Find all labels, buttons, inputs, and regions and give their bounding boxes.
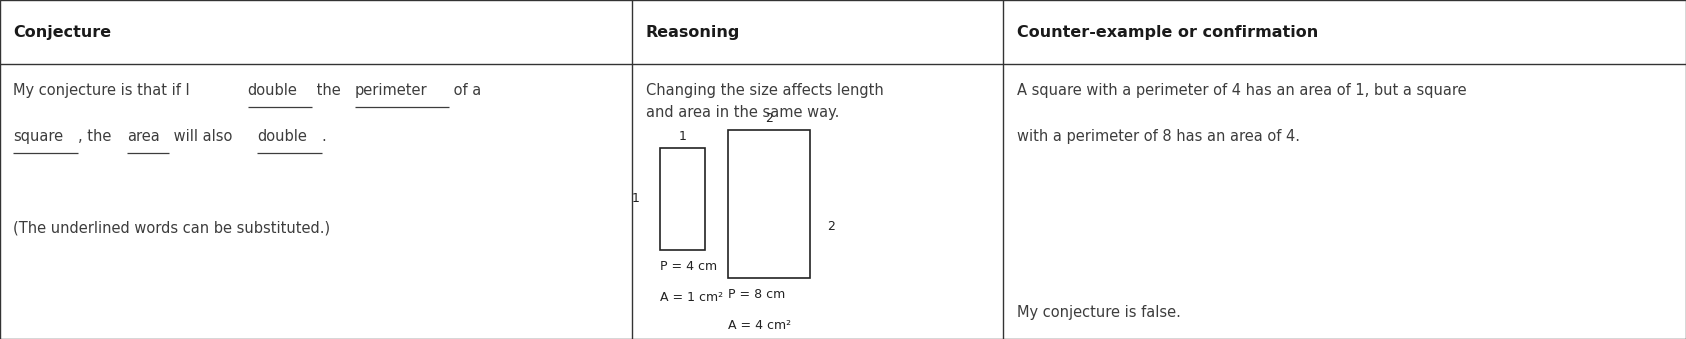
Text: double: double (258, 129, 307, 144)
Text: 1: 1 (678, 130, 686, 143)
Text: My conjecture is false.: My conjecture is false. (1017, 305, 1180, 320)
Text: , the: , the (78, 129, 116, 144)
Text: (The underlined words can be substituted.): (The underlined words can be substituted… (13, 220, 330, 235)
Text: the: the (312, 83, 346, 98)
Text: Changing the size affects length
and area in the same way.: Changing the size affects length and are… (646, 83, 883, 120)
Bar (659, 148, 705, 250)
Text: with a perimeter of 8 has an area of 4.: with a perimeter of 8 has an area of 4. (1017, 129, 1300, 144)
Text: P = 4 cm: P = 4 cm (659, 260, 717, 273)
Text: A = 4 cm²: A = 4 cm² (728, 319, 791, 332)
Text: P = 8 cm: P = 8 cm (728, 288, 786, 301)
Text: of a: of a (448, 83, 481, 98)
Text: area: area (126, 129, 160, 144)
Text: will also: will also (170, 129, 238, 144)
Text: 2: 2 (765, 112, 772, 125)
Text: My conjecture is that if I: My conjecture is that if I (13, 83, 196, 98)
Text: A square with a perimeter of 4 has an area of 1, but a square: A square with a perimeter of 4 has an ar… (1017, 83, 1467, 98)
Text: square: square (13, 129, 64, 144)
Text: Reasoning: Reasoning (646, 25, 740, 40)
Text: perimeter: perimeter (356, 83, 428, 98)
Text: Counter-example or confirmation: Counter-example or confirmation (1017, 25, 1318, 40)
Text: A = 1 cm²: A = 1 cm² (659, 291, 723, 304)
Text: .: . (322, 129, 327, 144)
Bar (728, 130, 809, 278)
Text: 2: 2 (826, 220, 835, 233)
Text: double: double (248, 83, 297, 98)
Text: Conjecture: Conjecture (13, 25, 111, 40)
Text: 1: 1 (632, 193, 639, 205)
